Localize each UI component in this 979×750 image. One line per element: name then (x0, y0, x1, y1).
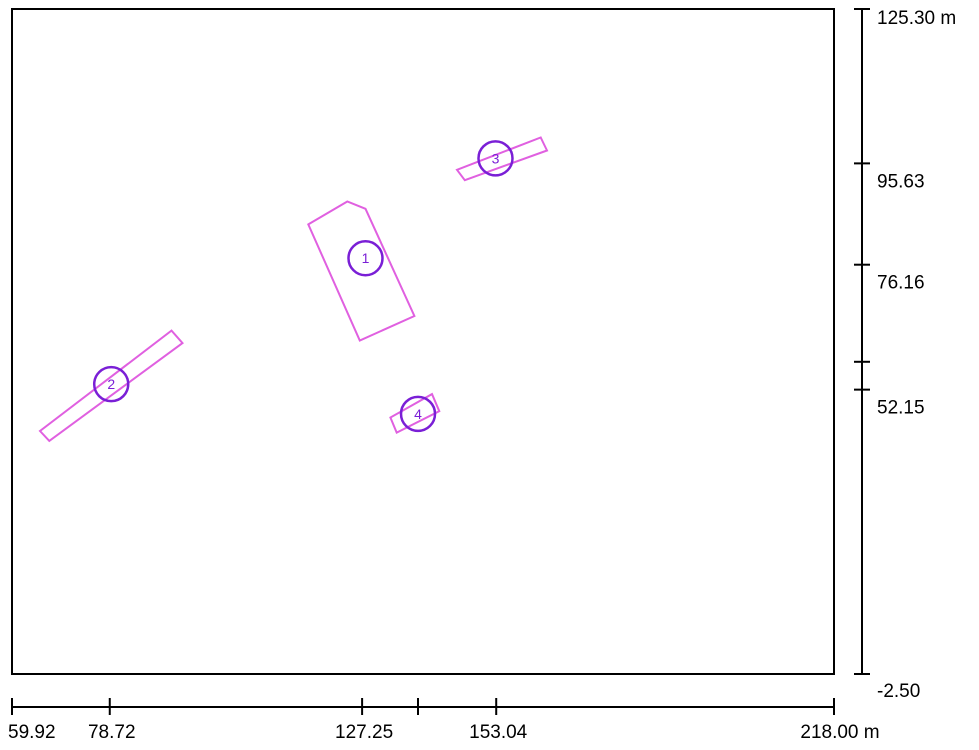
object-1[interactable]: 1 (307, 200, 416, 342)
object-layer: 1 2 3 4 (38, 136, 549, 443)
object-4[interactable]: 4 (389, 392, 441, 434)
object-2[interactable]: 2 (38, 329, 184, 443)
object-marker (92, 365, 130, 403)
x-tick-label: 127.25 (335, 722, 393, 743)
object-outline (38, 329, 184, 443)
object-marker (477, 140, 514, 177)
plot-frame (11, 8, 835, 675)
x-tick-label: 218.00 m (800, 722, 879, 743)
object-marker-label: 4 (414, 406, 422, 422)
object-marker-label: 1 (362, 250, 370, 266)
y-tick-label: 76.16 (877, 273, 925, 294)
object-marker-label: 2 (107, 376, 115, 392)
y-tick-label: 125.30 m (877, 8, 956, 29)
object-marker (347, 239, 384, 277)
object-marker-label: 3 (492, 150, 500, 166)
x-tick-label: 153.04 (469, 722, 528, 743)
object-outline (455, 136, 549, 182)
y-tick-label: 95.63 (877, 171, 925, 192)
object-marker (399, 395, 437, 433)
x-tick-label: 78.72 (88, 722, 136, 743)
y-tick-label: 52.15 (877, 398, 925, 419)
y-axis: 125.30 m 95.63 76.16 52.15 -2.50 (854, 8, 956, 702)
x-tick-label: 59.92 (8, 722, 56, 743)
x-axis: 59.92 78.72 127.25 153.04 218.00 m (8, 698, 880, 743)
object-3[interactable]: 3 (455, 136, 549, 182)
object-outline (389, 392, 441, 434)
object-outline (307, 200, 416, 342)
y-tick-label: -2.50 (877, 681, 920, 702)
